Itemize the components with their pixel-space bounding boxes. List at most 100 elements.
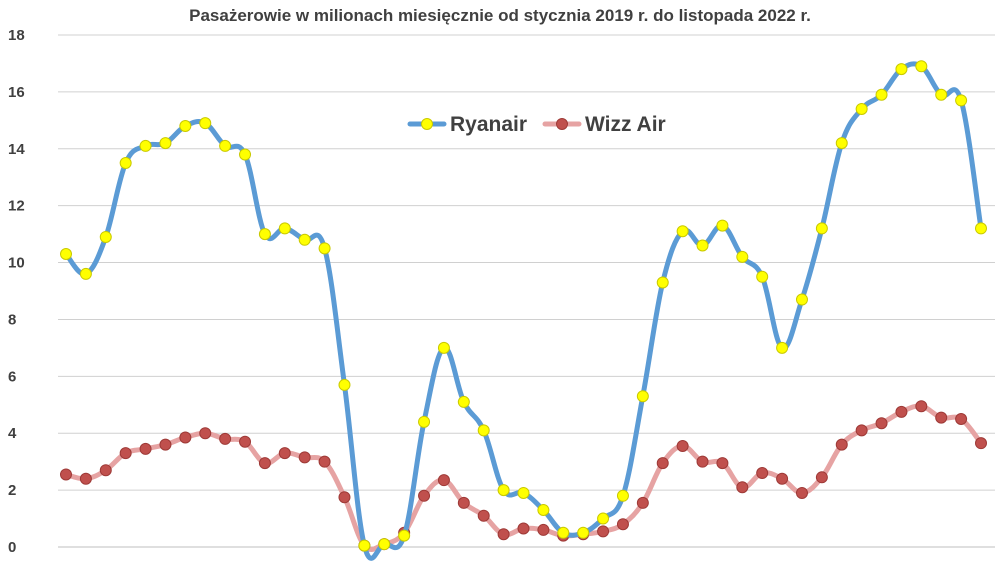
point-wizz-air-2019-04 [119, 447, 132, 460]
point-ryanair-2020-08 [437, 341, 450, 354]
point-ryanair-2021-01 [537, 504, 550, 517]
point-wizz-air-2022-09 [935, 411, 948, 424]
point-ryanair-2021-10 [716, 219, 729, 232]
y-tick-label-14: 14 [8, 141, 25, 158]
point-ryanair-2021-11 [736, 250, 749, 263]
point-wizz-air-2022-11 [975, 437, 987, 450]
point-wizz-air-2019-07 [179, 431, 192, 444]
point-ryanair-2021-09 [696, 239, 709, 252]
point-wizz-air-2019-10 [239, 435, 252, 448]
gridlines [58, 34, 995, 548]
point-ryanair-2021-05 [616, 489, 629, 502]
y-tick-label-10: 10 [8, 255, 25, 272]
point-wizz-air-2020-07 [418, 489, 431, 502]
point-wizz-air-2021-09 [696, 455, 709, 468]
point-wizz-air-2021-10 [716, 457, 729, 470]
point-wizz-air-2020-08 [437, 474, 450, 487]
point-wizz-air-2021-08 [676, 440, 689, 453]
point-ryanair-2022-07 [895, 63, 908, 76]
point-wizz-air-2020-12 [517, 522, 530, 535]
point-ryanair-2022-01 [776, 341, 789, 354]
point-wizz-air-2022-08 [915, 400, 928, 413]
y-tick-label-0: 0 [8, 539, 16, 556]
point-wizz-air-2022-03 [815, 471, 828, 484]
point-wizz-air-2019-01 [60, 468, 72, 481]
legend-label-wizz-air: Wizz Air [585, 113, 666, 136]
point-wizz-air-2020-01 [298, 451, 311, 464]
point-wizz-air-2022-10 [955, 413, 968, 425]
point-ryanair-2020-04 [358, 539, 371, 552]
point-ryanair-2020-10 [477, 424, 490, 437]
point-ryanair-2022-10 [955, 94, 968, 107]
point-ryanair-2022-04 [835, 137, 848, 150]
legend: Ryanair Wizz Air [407, 113, 666, 136]
legend-label-ryanair: Ryanair [450, 113, 527, 136]
point-wizz-air-2022-07 [895, 405, 908, 418]
point-ryanair-2020-05 [378, 538, 391, 551]
point-wizz-air-2019-02 [79, 472, 92, 485]
point-ryanair-2020-06 [398, 529, 411, 542]
point-wizz-air-2019-09 [219, 432, 232, 445]
point-wizz-air-2020-09 [457, 496, 470, 509]
point-ryanair-2021-08 [676, 225, 689, 238]
point-wizz-air-2022-05 [855, 424, 868, 437]
legend-item-ryanair: Ryanair [407, 113, 527, 136]
point-ryanair-2021-02 [557, 526, 570, 539]
series-ryanair [60, 60, 987, 561]
point-ryanair-2021-06 [636, 390, 649, 403]
point-ryanair-2022-05 [855, 102, 868, 115]
point-ryanair-2019-08 [199, 117, 212, 130]
point-wizz-air-2020-02 [318, 455, 331, 468]
point-wizz-air-2020-03 [338, 491, 351, 504]
point-ryanair-2020-07 [418, 415, 431, 428]
point-wizz-air-2022-04 [835, 438, 848, 451]
point-ryanair-2022-06 [875, 88, 888, 101]
point-wizz-air-2019-06 [159, 438, 172, 451]
point-ryanair-2019-07 [179, 120, 192, 133]
point-ryanair-2020-01 [298, 233, 311, 246]
point-ryanair-2020-11 [497, 484, 510, 497]
legend-swatch-marker-wizz-air [556, 118, 568, 130]
y-tick-label-12: 12 [8, 198, 25, 215]
point-ryanair-2019-06 [159, 137, 172, 150]
point-ryanair-2021-07 [656, 276, 669, 289]
legend-swatch-marker-ryanair [421, 118, 433, 130]
point-ryanair-2020-03 [338, 378, 351, 391]
point-ryanair-2020-02 [318, 242, 331, 255]
point-ryanair-2019-04 [119, 157, 132, 169]
point-wizz-air-2022-06 [875, 417, 888, 430]
y-tick-label-8: 8 [8, 311, 16, 328]
point-wizz-air-2021-05 [616, 518, 629, 531]
point-ryanair-2021-04 [597, 512, 610, 525]
point-ryanair-2019-02 [79, 267, 92, 280]
point-ryanair-2020-09 [457, 395, 470, 408]
point-wizz-air-2021-04 [597, 525, 610, 538]
point-ryanair-2021-12 [756, 270, 769, 283]
legend-item-wizz-air: Wizz Air [542, 113, 666, 136]
chart-title: Pasażerowie w milionach miesięcznie od s… [189, 6, 811, 25]
point-wizz-air-2021-06 [636, 496, 649, 509]
y-axis-ticks: 0 2 4 6 8 10 12 14 16 18 [8, 27, 25, 556]
series-wizz-air [60, 400, 987, 552]
point-wizz-air-2019-05 [139, 442, 152, 455]
point-wizz-air-2022-02 [795, 486, 808, 499]
point-ryanair-2019-10 [239, 148, 252, 161]
point-wizz-air-2021-11 [736, 481, 749, 494]
point-ryanair-2019-05 [139, 139, 152, 152]
point-wizz-air-2019-08 [199, 427, 212, 440]
y-tick-label-2: 2 [8, 482, 16, 499]
point-ryanair-2019-11 [258, 228, 271, 241]
point-ryanair-2019-12 [278, 222, 291, 235]
point-wizz-air-2020-10 [477, 509, 490, 522]
y-tick-label-16: 16 [8, 84, 25, 101]
point-ryanair-2022-09 [935, 88, 948, 101]
point-ryanair-2019-03 [99, 230, 112, 243]
point-wizz-air-2021-07 [656, 457, 669, 470]
series [60, 60, 987, 561]
point-ryanair-2022-08 [915, 60, 928, 73]
point-ryanair-2019-01 [60, 248, 72, 261]
y-tick-label-6: 6 [8, 368, 16, 385]
point-wizz-air-2019-03 [99, 464, 112, 477]
point-wizz-air-2021-01 [537, 523, 550, 536]
